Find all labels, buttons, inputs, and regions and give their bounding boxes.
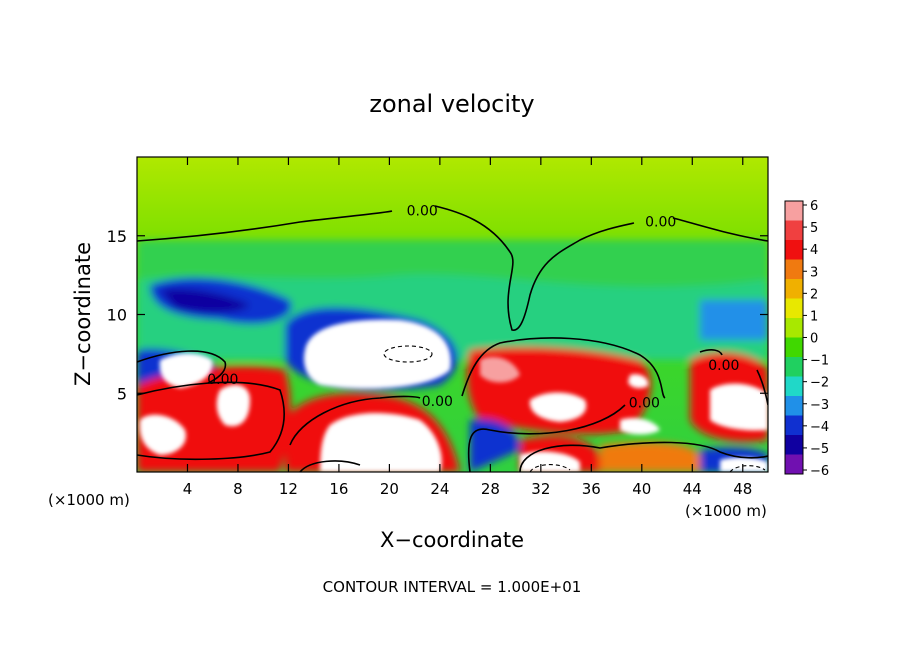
colorbar-label: −5 — [810, 442, 829, 457]
colorbar-swatch — [785, 454, 803, 475]
contour-label: 0.00 — [422, 394, 453, 410]
colorbar-label: 6 — [810, 199, 818, 214]
colorbar-swatch — [785, 376, 803, 397]
dashed-contours — [383, 345, 766, 472]
y-axis-ticks: 5 10 15 — [107, 227, 768, 403]
colorbar-swatch — [785, 201, 803, 221]
colorbar-swatch — [785, 435, 803, 455]
zero-contours — [137, 205, 768, 472]
colorbar-label: −4 — [810, 420, 829, 435]
colorbar-swatch — [785, 318, 803, 338]
colorbar-swatch — [785, 415, 803, 436]
x-tick-label: 12 — [279, 480, 298, 498]
colorbar-label: −1 — [810, 354, 829, 369]
contour-label: 0.00 — [207, 372, 238, 388]
contour-label: 0.00 — [629, 396, 660, 412]
colorbar-swatch — [785, 396, 803, 416]
x-tick-label: 40 — [632, 480, 651, 498]
x-axis-unit-right: (×1000 m) — [685, 502, 767, 520]
colorbar-swatch — [785, 337, 803, 358]
colorbar-label: 3 — [810, 265, 818, 280]
colorbar-label: 5 — [810, 221, 818, 236]
colorbar-swatch — [785, 298, 803, 319]
colorbar-label: −2 — [810, 376, 829, 391]
colorbar-label: −3 — [810, 398, 829, 413]
colorbar-label: 1 — [810, 309, 818, 324]
contour-label: 0.00 — [645, 215, 676, 231]
colorbar: 6 5 4 3 2 1 0 −1 −2 −3 −4 −5 −6 — [784, 199, 829, 479]
x-tick-label: 44 — [683, 480, 702, 498]
x-axis-ticks: 4 8 12 16 20 24 28 32 36 40 44 48 — [183, 157, 752, 498]
x-tick-label: 8 — [233, 480, 243, 498]
y-tick-label: 10 — [107, 306, 127, 325]
colorbar-label: 4 — [810, 243, 818, 258]
contour-label: 0.00 — [708, 358, 739, 374]
y-tick-label: 5 — [117, 384, 127, 403]
colorbar-swatch — [785, 279, 803, 299]
x-tick-label: 24 — [430, 480, 449, 498]
x-axis-label: X−coordinate — [380, 528, 524, 552]
contour-interval-note: CONTOUR INTERVAL = 1.000E+01 — [323, 578, 582, 596]
x-tick-label: 4 — [183, 480, 193, 498]
colorbar-label: 0 — [810, 332, 818, 347]
colorbar-swatch — [785, 240, 803, 260]
strong-velocity-cores — [139, 319, 768, 472]
y-tick-label: 15 — [107, 227, 127, 246]
x-axis-unit-left: (×1000 m) — [48, 491, 130, 509]
colorbar-swatch — [785, 259, 803, 280]
contour-label: 0.00 — [407, 204, 438, 220]
x-tick-label: 32 — [531, 480, 550, 498]
x-tick-label: 16 — [329, 480, 348, 498]
x-tick-label: 36 — [582, 480, 601, 498]
x-tick-label: 20 — [380, 480, 399, 498]
colorbar-label: −6 — [810, 464, 829, 479]
plot-area: 0.000.000.000.00 0.000.00 4 8 12 16 20 24 28 32 3… — [107, 156, 769, 498]
x-tick-label: 48 — [733, 480, 752, 498]
y-axis-label: Z−coordinate — [71, 242, 95, 386]
contour-labels: 0.00 0.00 0.00 0.00 0.00 0.00 — [207, 204, 739, 412]
colorbar-swatch — [785, 220, 803, 241]
colorbar-swatch — [785, 357, 803, 377]
x-tick-label: 28 — [481, 480, 500, 498]
chart-title: zonal velocity — [369, 90, 534, 118]
colorbar-label: 2 — [810, 287, 818, 302]
